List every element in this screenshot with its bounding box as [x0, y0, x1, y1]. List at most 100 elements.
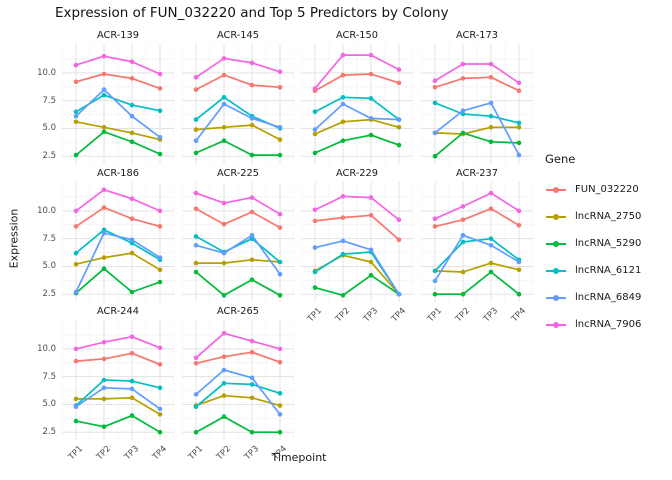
facet-panel: [182, 320, 294, 440]
legend-entry: lncRNA_7906: [545, 311, 671, 338]
legend-entry: FUN_032220: [545, 176, 671, 203]
data-point: [460, 61, 466, 67]
data-point: [460, 217, 466, 223]
facet-strip-title: ACR-244: [96, 306, 139, 317]
series-line: [195, 57, 281, 79]
data-point: [101, 129, 107, 135]
data-point: [221, 250, 227, 256]
data-point: [101, 339, 107, 345]
data-point: [396, 117, 402, 122]
series-line: [434, 271, 520, 296]
data-point: [312, 86, 318, 91]
data-point: [312, 109, 318, 115]
legend-entries: FUN_032220 lncRNA_2750 lncRNA_5290 lncRNA_6…: [545, 176, 671, 338]
legend-entry-label: lncRNA_7906: [575, 319, 642, 330]
data-point: [193, 138, 199, 143]
data-point: [488, 75, 494, 80]
series-line: [434, 76, 520, 92]
facet-strip-title: ACR-225: [216, 168, 259, 179]
legend-entry-label: FUN_032220: [575, 184, 639, 195]
series-line: [314, 96, 400, 121]
data-point: [129, 216, 135, 221]
data-point: [157, 71, 163, 77]
data-point: [193, 117, 199, 122]
data-point: [516, 208, 522, 214]
data-point: [157, 279, 163, 285]
data-point: [488, 125, 494, 130]
data-point: [193, 87, 199, 92]
data-point: [340, 238, 346, 244]
series-line: [195, 271, 281, 297]
facet-panel: [62, 182, 174, 302]
data-point: [101, 87, 107, 92]
data-point: [129, 395, 135, 401]
data-point: [221, 381, 227, 386]
data-point: [157, 151, 163, 157]
data-point: [277, 403, 283, 408]
data-point: [129, 59, 135, 65]
data-point: [340, 72, 346, 78]
data-point: [193, 243, 199, 248]
data-point: [129, 250, 135, 256]
series-line: [75, 188, 161, 212]
data-point: [368, 273, 374, 278]
data-point: [129, 413, 135, 418]
data-point: [396, 80, 402, 86]
data-point: [221, 56, 227, 61]
legend-entry: lncRNA_6849: [545, 284, 671, 311]
series-line: [195, 258, 281, 264]
y-tick-label: 7.5: [42, 95, 56, 106]
series-line: [195, 124, 281, 141]
facet-panel: [301, 182, 413, 302]
series-line: [195, 369, 281, 416]
data-point: [368, 52, 374, 58]
data-point: [157, 255, 163, 260]
facet-panel: [421, 182, 533, 302]
facet-strip-title: ACR-150: [335, 30, 378, 41]
facet-panel: [301, 44, 413, 164]
data-point: [460, 76, 466, 81]
data-point: [73, 396, 79, 402]
data-point: [488, 260, 494, 266]
series-line: [75, 335, 161, 350]
data-point: [277, 391, 283, 396]
data-point: [460, 204, 466, 209]
data-point: [129, 240, 135, 246]
y-tick-label: 2.5: [42, 427, 56, 438]
facet-strip-title: ACR-145: [216, 30, 259, 41]
facet-strip-title: ACR-186: [96, 168, 139, 179]
series-line: [75, 379, 161, 407]
data-point: [249, 82, 255, 88]
data-point: [488, 61, 494, 67]
data-point: [157, 362, 163, 367]
legend-entry: lncRNA_2750: [545, 203, 671, 230]
data-point: [221, 260, 227, 266]
data-point: [157, 224, 163, 229]
legend-key-icon: [546, 294, 566, 301]
data-point: [340, 101, 346, 107]
data-point: [277, 85, 283, 90]
data-point: [432, 224, 438, 229]
data-point: [221, 293, 227, 298]
data-point: [193, 234, 199, 239]
data-point: [73, 113, 79, 119]
series-line: [75, 73, 161, 90]
y-tick-label: 5.0: [42, 399, 56, 410]
data-point: [73, 404, 79, 409]
data-point: [368, 96, 374, 101]
data-point: [221, 125, 227, 130]
data-point: [340, 138, 346, 143]
data-point: [277, 259, 283, 265]
data-point: [460, 108, 466, 113]
data-point: [101, 424, 107, 429]
data-point: [193, 206, 199, 211]
data-point: [73, 152, 79, 158]
series-line: [314, 214, 400, 241]
legend-entry-label: lncRNA_2750: [575, 211, 642, 222]
data-point: [193, 392, 199, 397]
series-line: [195, 235, 281, 263]
series-line: [434, 207, 520, 228]
data-point: [488, 236, 494, 241]
series-line: [75, 130, 161, 156]
legend-key-icon: [546, 213, 566, 220]
